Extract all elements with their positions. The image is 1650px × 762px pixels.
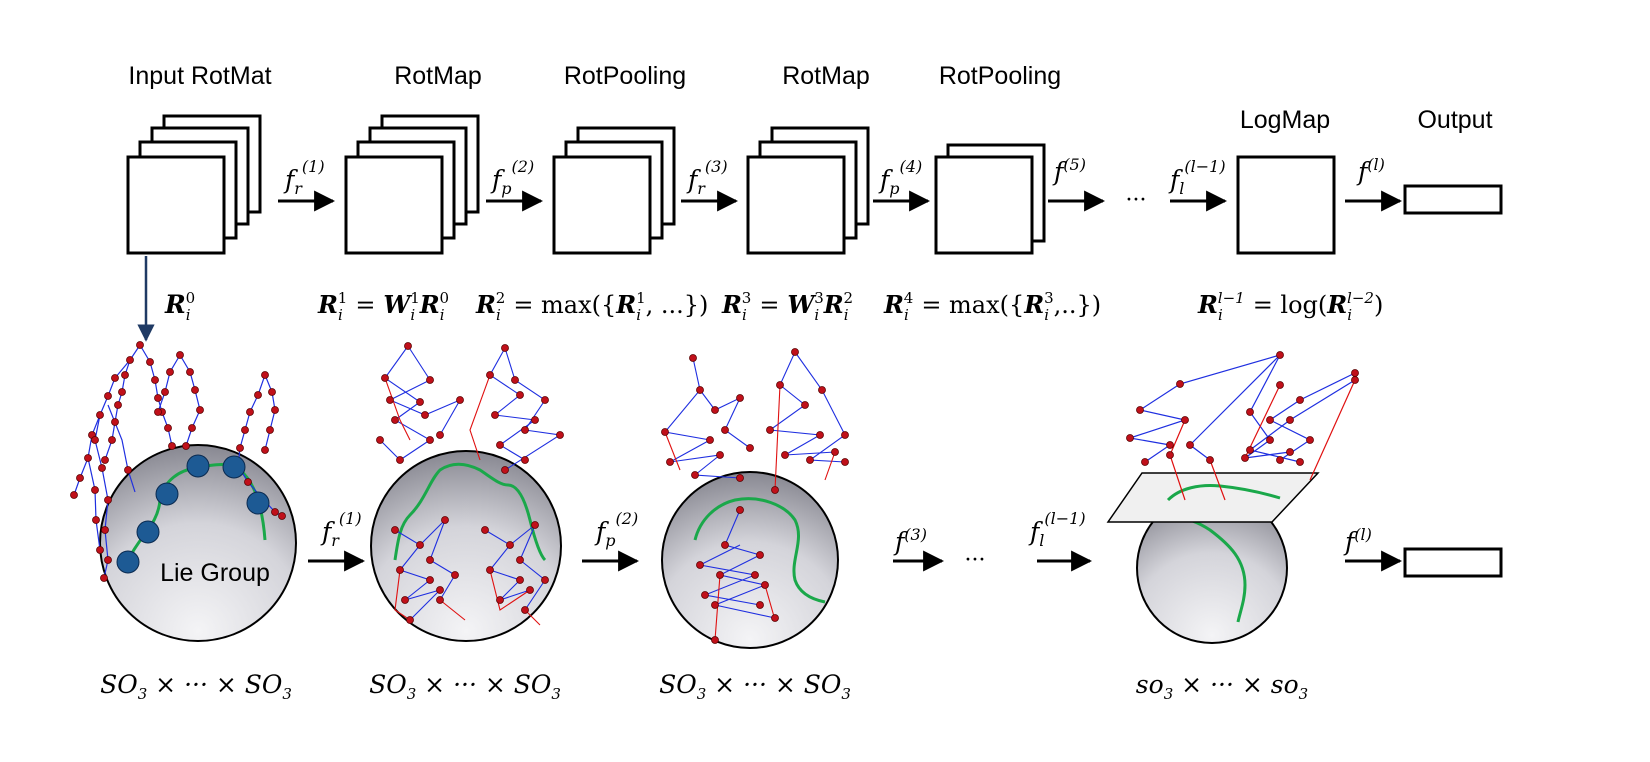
label-f-p-4: fp(4) — [878, 157, 922, 198]
rotpooling-stack-2 — [934, 143, 1046, 255]
space-label-1: SO3 × ··· × SO3 — [100, 670, 292, 703]
eq-R3: Ri3 = Wi3Ri2 — [721, 289, 853, 324]
lie-group-label: Lie Group — [160, 559, 270, 587]
eq-R0: Ri0 — [164, 289, 195, 324]
label-bottom-f-p-2: fp(2) — [594, 509, 638, 550]
input-rotmat-stack — [126, 114, 262, 255]
lie-group-sphere: Lie Group — [99, 444, 297, 642]
rotmap-label-1: RotMap — [394, 62, 482, 90]
skeleton-rotpool-joints — [661, 348, 849, 644]
rotmap-label-2: RotMap — [782, 62, 870, 90]
label-bottom-f-3: f(3) — [893, 525, 927, 556]
tangent-plane — [1106, 472, 1320, 523]
rotpooling-stack-1 — [552, 126, 676, 255]
label-f-l-lminus1: fl(l−1) — [1168, 157, 1226, 198]
label-f-r-1: fr(1) — [283, 157, 325, 198]
lie-group-points — [116, 454, 270, 574]
label-bottom-f-r-1: fr(1) — [320, 509, 362, 550]
logmap-label: LogMap — [1240, 106, 1330, 134]
label-f-5: f(5) — [1052, 155, 1086, 186]
output-box — [1403, 184, 1503, 215]
space-label-3: SO3 × ··· × SO3 — [659, 670, 851, 703]
top-ellipsis: ··· — [1126, 188, 1147, 213]
label-f-l: f(l) — [1356, 155, 1385, 186]
bottom-ellipsis: ··· — [965, 548, 986, 573]
eq-R4: Ri4 = max({Ri3,..}) — [883, 289, 1101, 324]
eq-R2: Ri2 = max({Ri1, ...}) — [475, 289, 708, 324]
output-label: Output — [1417, 106, 1492, 134]
skeleton-rotmap-joints — [376, 342, 564, 624]
eq-Rl: Ril−1 = log(Ril−2) — [1197, 289, 1383, 324]
label-f-p-2: fp(2) — [490, 157, 534, 198]
rotmap-stack-2 — [746, 126, 870, 255]
trajectory-2 — [393, 462, 547, 562]
skeleton-logmap-joints — [1126, 351, 1359, 466]
rotpooling-label-1: RotPooling — [564, 62, 686, 90]
trajectory-3 — [693, 497, 826, 604]
logmap-box — [1236, 155, 1336, 255]
rotmap-stack-1 — [344, 114, 480, 255]
space-label-4: so3 × ··· × so3 — [1136, 670, 1308, 703]
rotmap-sphere — [370, 450, 562, 642]
space-label-2: SO3 × ··· × SO3 — [369, 670, 561, 703]
label-bottom-f-l: f(l) — [1343, 525, 1372, 556]
rotpooling-label-2: RotPooling — [939, 62, 1061, 90]
output-box-bottom — [1403, 547, 1503, 578]
label-f-r-3: fr(3) — [686, 157, 728, 198]
input-rotmat-label: Input RotMat — [128, 62, 271, 90]
label-bottom-f-l-lminus1: fl(l−1) — [1028, 509, 1086, 550]
eq-R1: Ri1 = Wi1Ri0 — [317, 289, 449, 324]
